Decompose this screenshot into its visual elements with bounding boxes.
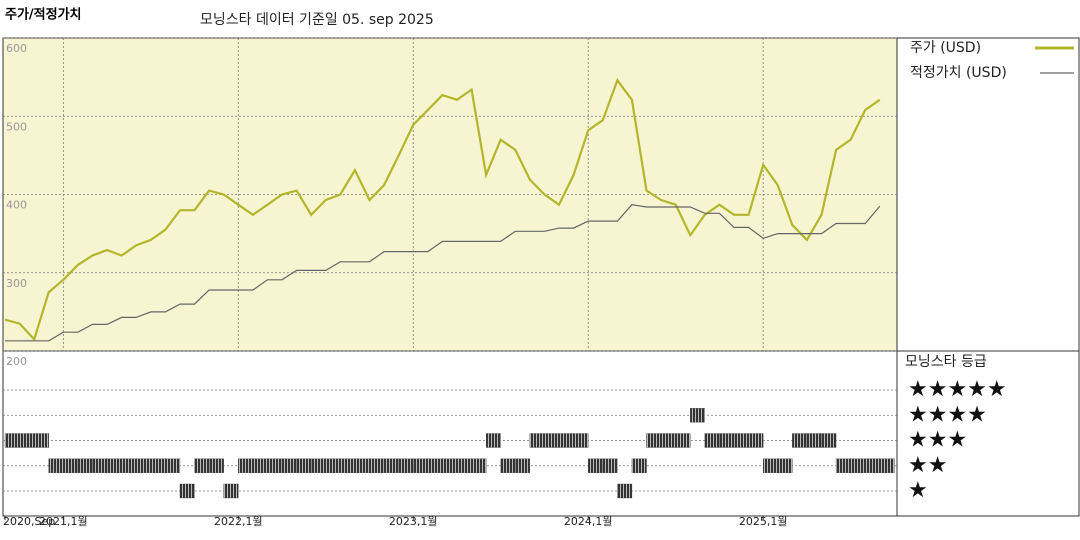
rating-bar <box>398 458 414 473</box>
rating-bar <box>748 433 764 448</box>
rating-bar <box>136 458 151 473</box>
rating-bar <box>879 458 895 473</box>
rating-bar <box>369 458 385 473</box>
chart-subtitle: 모닝스타 데이터 기준일 05. sep 2025 <box>200 12 434 28</box>
x-tick-label: 2025,1월 <box>739 515 788 528</box>
rating-bar <box>544 433 560 448</box>
rating-bar <box>617 483 633 499</box>
rating-label: ★★★★ <box>908 402 987 427</box>
rating-bar <box>865 458 880 473</box>
rating-bar <box>383 458 399 473</box>
chart-title: 주가/적정가치 <box>5 7 82 23</box>
rating-bar <box>121 458 137 473</box>
rating-bar <box>208 458 224 473</box>
rating-bar <box>660 433 676 448</box>
rating-bar <box>500 458 516 473</box>
rating-bar <box>427 458 443 473</box>
rating-bar <box>631 458 647 473</box>
rating-bar <box>413 458 428 473</box>
rating-title: 모닝스타 등급 <box>905 354 987 370</box>
rating-bar <box>529 433 545 448</box>
rating-bar <box>719 433 735 448</box>
rating-bar <box>850 458 866 473</box>
rating-bar <box>19 433 35 448</box>
rating-bar <box>4 433 20 448</box>
y-tick-label: 500 <box>6 120 27 133</box>
rating-bar <box>806 433 822 448</box>
y-tick-label: 600 <box>6 42 27 55</box>
rating-label: ★★ <box>908 453 947 478</box>
rating-bar <box>340 458 356 473</box>
rating-bar <box>835 458 851 473</box>
rating-bar <box>485 433 501 448</box>
rating-bar <box>690 408 705 423</box>
rating-bar <box>588 458 603 473</box>
rating-bar <box>646 433 662 448</box>
rating-bar <box>267 458 283 473</box>
series-line <box>5 204 881 342</box>
rating-bar <box>77 458 93 473</box>
rating-bar <box>573 433 589 448</box>
legend-label: 주가 (USD) <box>910 40 981 56</box>
rating-label: ★ <box>908 478 928 503</box>
rating-bar <box>238 458 254 473</box>
rating-bar <box>763 458 778 473</box>
rating-bar <box>165 458 181 473</box>
rating-bar <box>602 458 618 473</box>
series-line <box>4 78 881 342</box>
rating-bar <box>442 458 458 473</box>
rating-label: ★★★★★ <box>908 377 1007 402</box>
rating-bar <box>106 458 122 473</box>
rating-bar <box>252 458 268 473</box>
rating-bar <box>792 433 808 448</box>
y-tick-label: 400 <box>6 199 27 212</box>
rating-label: ★★★ <box>908 428 967 453</box>
rating-bar <box>150 458 166 473</box>
rating-bar <box>281 458 297 473</box>
x-tick-label: 2024,1월 <box>564 515 613 528</box>
rating-bar <box>296 458 312 473</box>
x-tick-label: 2022,1월 <box>214 515 263 528</box>
rating-bar <box>558 433 574 448</box>
x-tick-label: 2020,Sep <box>3 515 55 528</box>
rating-bar <box>354 458 370 473</box>
x-tick-label: 2021,1월 <box>39 515 88 528</box>
rating-bar <box>63 458 79 473</box>
rating-bar <box>179 483 195 499</box>
rating-bar <box>515 458 531 473</box>
y-tick-label: 300 <box>6 277 27 290</box>
rating-bar <box>311 458 326 473</box>
rating-bar <box>456 458 472 473</box>
rating-bar <box>675 433 691 448</box>
rating-bar <box>92 458 108 473</box>
legend-label: 적정가치 (USD) <box>910 65 1007 81</box>
rating-bar <box>34 433 49 448</box>
rating-bar <box>733 433 749 448</box>
rating-bar <box>48 458 64 473</box>
rating-bar <box>777 458 793 473</box>
rating-bar <box>325 458 341 473</box>
rating-bar <box>704 433 720 448</box>
rating-bar <box>194 458 210 473</box>
y-tick-label: 200 <box>6 355 27 368</box>
rating-bar <box>223 483 239 499</box>
rating-bar <box>821 433 837 448</box>
rating-bar <box>471 458 487 473</box>
x-tick-label: 2023,1월 <box>389 515 438 528</box>
